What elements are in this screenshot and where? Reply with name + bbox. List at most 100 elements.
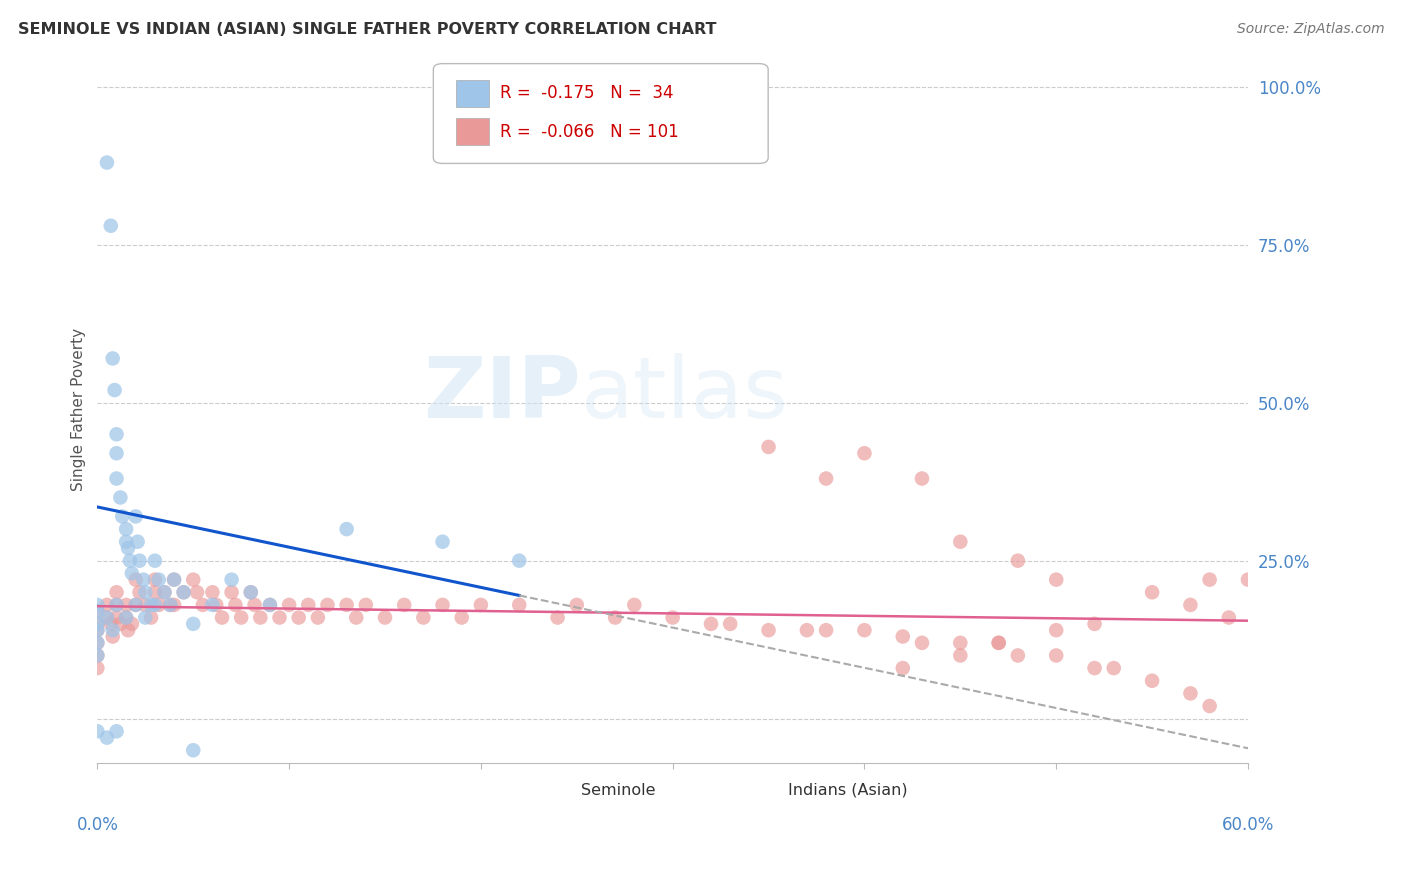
Point — [758, 440, 780, 454]
Point — [205, 598, 228, 612]
Point — [547, 610, 569, 624]
Point — [336, 598, 359, 612]
Point — [86, 616, 108, 631]
Point — [105, 585, 128, 599]
Point — [86, 616, 108, 631]
Point — [412, 610, 434, 624]
Point — [201, 598, 224, 612]
Point — [105, 471, 128, 485]
Point — [96, 610, 118, 624]
Point — [508, 598, 530, 612]
Text: Seminole: Seminole — [581, 783, 655, 798]
Point — [605, 610, 627, 624]
Point — [249, 610, 271, 624]
Point — [163, 598, 186, 612]
Point — [224, 598, 246, 612]
Point — [163, 573, 186, 587]
Point — [181, 616, 204, 631]
Point — [987, 636, 1010, 650]
Point — [117, 623, 139, 637]
Point — [1180, 686, 1202, 700]
Point — [86, 604, 108, 618]
Point — [796, 623, 818, 637]
Text: ZIP: ZIP — [423, 353, 581, 436]
Point — [718, 616, 741, 631]
Point — [143, 598, 166, 612]
Point — [259, 598, 281, 612]
Bar — [457, 118, 488, 145]
Point — [287, 610, 309, 624]
Point — [104, 383, 127, 397]
Point — [949, 636, 972, 650]
Point — [186, 585, 208, 599]
Point — [1140, 585, 1163, 599]
Point — [96, 598, 118, 612]
Point — [86, 724, 108, 739]
Point — [269, 610, 291, 624]
Point — [239, 585, 262, 599]
Point — [1045, 648, 1067, 663]
FancyBboxPatch shape — [433, 63, 768, 163]
Point — [221, 573, 243, 587]
Point — [949, 534, 972, 549]
Point — [125, 598, 148, 612]
Text: R =  -0.175   N =  34: R = -0.175 N = 34 — [501, 85, 673, 103]
Point — [307, 610, 329, 624]
Point — [153, 585, 176, 599]
Point — [101, 630, 124, 644]
Point — [1198, 698, 1220, 713]
Point — [1007, 648, 1029, 663]
Point — [1180, 598, 1202, 612]
Point — [758, 623, 780, 637]
Point — [115, 534, 138, 549]
Point — [153, 585, 176, 599]
Point — [134, 598, 156, 612]
Point — [432, 598, 454, 612]
Point — [259, 598, 281, 612]
Point — [508, 554, 530, 568]
Point — [1140, 673, 1163, 688]
Point — [148, 573, 170, 587]
Text: atlas: atlas — [581, 353, 789, 436]
Point — [121, 566, 143, 581]
Point — [231, 610, 253, 624]
Point — [392, 598, 415, 612]
Point — [134, 610, 156, 624]
Point — [86, 623, 108, 637]
Point — [853, 446, 876, 460]
Point — [191, 598, 214, 612]
Point — [159, 598, 181, 612]
Point — [1198, 573, 1220, 587]
Point — [1237, 573, 1260, 587]
Point — [1083, 616, 1105, 631]
Point — [243, 598, 266, 612]
Point — [1045, 623, 1067, 637]
Text: 60.0%: 60.0% — [1222, 816, 1274, 834]
Point — [911, 471, 934, 485]
Point — [211, 610, 233, 624]
Point — [1218, 610, 1240, 624]
Point — [86, 623, 108, 637]
Text: 0.0%: 0.0% — [76, 816, 118, 834]
Point — [815, 623, 838, 637]
Point — [159, 598, 181, 612]
Point — [121, 616, 143, 631]
Point — [132, 573, 155, 587]
Point — [565, 598, 588, 612]
Point — [173, 585, 195, 599]
Point — [134, 585, 156, 599]
Point — [118, 554, 141, 568]
Point — [700, 616, 723, 631]
Point — [344, 610, 367, 624]
Point — [148, 598, 170, 612]
Point — [221, 585, 243, 599]
Y-axis label: Single Father Poverty: Single Father Poverty — [72, 327, 86, 491]
Point — [336, 522, 359, 536]
Bar — [759, 781, 780, 800]
Point — [127, 534, 149, 549]
Point — [125, 509, 148, 524]
Point — [86, 648, 108, 663]
Point — [470, 598, 492, 612]
Point — [181, 743, 204, 757]
Point — [96, 155, 118, 169]
